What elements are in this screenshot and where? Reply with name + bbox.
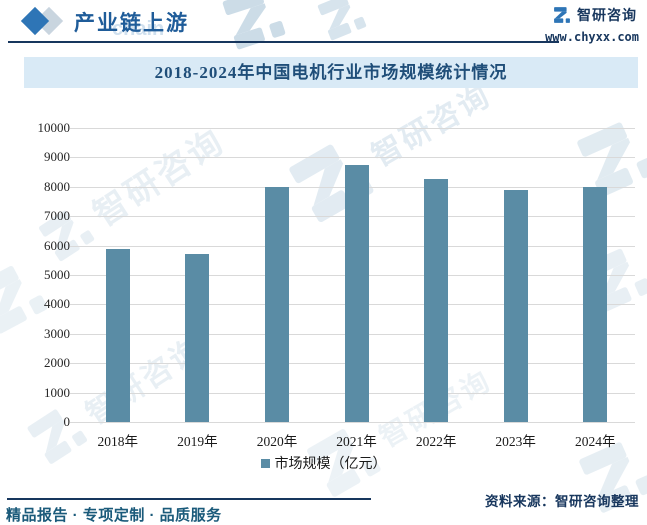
brand-url: www.chyxx.com: [545, 30, 639, 44]
y-axis-label: 9000: [44, 149, 70, 165]
bar-column: [555, 128, 635, 422]
bar-2021年: [344, 164, 369, 422]
bar-column: [237, 128, 317, 422]
bar-column: [476, 128, 556, 422]
x-axis: 2018年 2019年 2020年 2021年 2022年 2023年 2024年: [78, 430, 635, 450]
x-axis-label: 2022年: [415, 434, 457, 449]
y-axis-label: 6000: [44, 237, 70, 253]
footer-tagline: 精品报告 · 专项定制 · 品质服务: [6, 507, 222, 524]
zhiyan-logo-icon: [554, 7, 570, 23]
y-axis-label: 7000: [44, 208, 70, 224]
bar-2023年: [503, 189, 528, 422]
x-axis-label: 2018年: [97, 434, 139, 449]
legend-marker: [260, 458, 270, 468]
footer-divider: [7, 498, 371, 500]
header-divider: [8, 41, 559, 43]
legend-label: 市场规模（亿元）: [274, 457, 387, 472]
bar-2024年: [583, 186, 608, 422]
gridline: [70, 128, 635, 129]
bar-2019年: [185, 253, 210, 422]
chart-title: 2018-2024年中国电机行业市场规模统计情况: [154, 63, 508, 82]
bar-2022年: [424, 178, 449, 422]
bar-2018年: [105, 248, 130, 422]
diamond-icon: [20, 6, 68, 37]
source-note: 资料来源：智研咨询整理: [485, 494, 639, 509]
legend: 市场规模（亿元）: [0, 453, 647, 473]
brand-logo: 智研咨询: [552, 5, 637, 25]
bar-column: [396, 128, 476, 422]
y-axis-label: 3000: [44, 325, 70, 341]
x-axis-label: 2021年: [336, 434, 377, 449]
chart-title-banner: 2018-2024年中国电机行业市场规模统计情况: [24, 57, 638, 88]
bar-2020年: [264, 186, 289, 422]
bars: [78, 128, 635, 422]
header: 产业链上游 智研咨询 www.chyxx.com: [0, 0, 647, 46]
bar-column: [158, 128, 238, 422]
bar-column: [317, 128, 397, 422]
x-axis-label: 2020年: [256, 434, 298, 449]
bar-column: [78, 128, 158, 422]
brand-name: 智研咨询: [577, 7, 637, 23]
x-axis-label: 2019年: [177, 434, 218, 449]
plot-area: [70, 128, 635, 423]
y-axis-label: 8000: [44, 178, 70, 194]
y-axis-label: 1000: [44, 384, 70, 400]
x-axis-label: 2024年: [575, 434, 616, 449]
y-axis: 0 1000 2000 3000 4000 5000 6000 7000 8000 9000 100…: [0, 120, 71, 429]
y-axis-label: 4000: [44, 296, 70, 312]
y-axis-label: 10000: [37, 120, 71, 135]
section-title: 产业链上游: [74, 12, 189, 35]
y-axis-label: 2000: [44, 355, 70, 371]
y-axis-label: 5000: [44, 267, 70, 282]
y-axis-label: 0: [63, 414, 71, 429]
gridline: [70, 422, 635, 423]
x-axis-label: 2023年: [495, 434, 536, 449]
